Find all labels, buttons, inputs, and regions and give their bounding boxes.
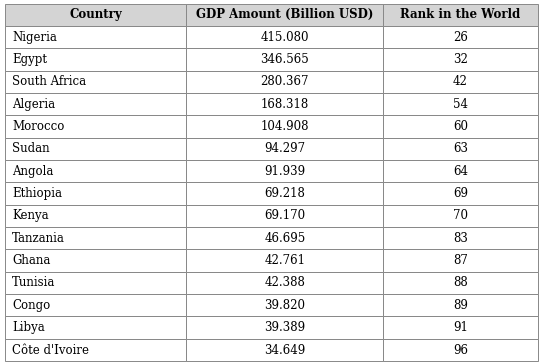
Bar bbox=[186, 26, 383, 48]
Bar bbox=[5, 272, 186, 294]
Bar bbox=[5, 339, 186, 361]
Bar bbox=[383, 205, 538, 227]
Bar bbox=[186, 227, 383, 249]
Text: 32: 32 bbox=[453, 53, 468, 66]
Text: 42.388: 42.388 bbox=[264, 277, 305, 289]
Bar bbox=[383, 4, 538, 26]
Bar bbox=[5, 294, 186, 317]
Bar bbox=[186, 249, 383, 272]
Text: 91.939: 91.939 bbox=[264, 165, 305, 178]
Bar bbox=[5, 71, 186, 93]
Bar bbox=[5, 205, 186, 227]
Bar bbox=[186, 115, 383, 138]
Bar bbox=[5, 4, 186, 26]
Bar bbox=[383, 160, 538, 182]
Bar bbox=[5, 93, 186, 115]
Bar bbox=[186, 4, 383, 26]
Text: 26: 26 bbox=[453, 30, 468, 44]
Text: 96: 96 bbox=[453, 343, 468, 356]
Text: 346.565: 346.565 bbox=[261, 53, 309, 66]
Text: 69.170: 69.170 bbox=[264, 209, 305, 223]
Text: 54: 54 bbox=[453, 98, 468, 111]
Bar bbox=[383, 71, 538, 93]
Bar bbox=[5, 182, 186, 205]
Text: Ghana: Ghana bbox=[12, 254, 50, 267]
Text: 87: 87 bbox=[453, 254, 468, 267]
Bar bbox=[5, 115, 186, 138]
Text: 42.761: 42.761 bbox=[264, 254, 305, 267]
Text: Kenya: Kenya bbox=[12, 209, 48, 223]
Bar bbox=[5, 317, 186, 339]
Bar bbox=[383, 48, 538, 71]
Bar bbox=[186, 138, 383, 160]
Text: 69: 69 bbox=[453, 187, 468, 200]
Text: GDP Amount (Billion USD): GDP Amount (Billion USD) bbox=[196, 8, 374, 21]
Text: 83: 83 bbox=[453, 232, 468, 245]
Text: 88: 88 bbox=[453, 277, 468, 289]
Bar bbox=[5, 138, 186, 160]
Bar bbox=[186, 71, 383, 93]
Text: Tanzania: Tanzania bbox=[12, 232, 65, 245]
Bar bbox=[186, 317, 383, 339]
Bar bbox=[186, 339, 383, 361]
Bar bbox=[186, 272, 383, 294]
Text: Nigeria: Nigeria bbox=[12, 30, 57, 44]
Text: Egypt: Egypt bbox=[12, 53, 47, 66]
Text: 39.820: 39.820 bbox=[264, 299, 305, 312]
Bar bbox=[186, 160, 383, 182]
Text: 60: 60 bbox=[453, 120, 468, 133]
Text: Rank in the World: Rank in the World bbox=[400, 8, 521, 21]
Bar bbox=[383, 138, 538, 160]
Bar bbox=[383, 294, 538, 317]
Text: 91: 91 bbox=[453, 321, 468, 334]
Bar bbox=[186, 93, 383, 115]
Text: Angola: Angola bbox=[12, 165, 53, 178]
Text: Morocco: Morocco bbox=[12, 120, 64, 133]
Text: Ethiopia: Ethiopia bbox=[12, 187, 62, 200]
Bar bbox=[5, 26, 186, 48]
Bar bbox=[186, 205, 383, 227]
Text: Congo: Congo bbox=[12, 299, 50, 312]
Text: 42: 42 bbox=[453, 76, 468, 88]
Text: South Africa: South Africa bbox=[12, 76, 86, 88]
Text: 69.218: 69.218 bbox=[264, 187, 305, 200]
Bar bbox=[5, 48, 186, 71]
Text: 104.908: 104.908 bbox=[261, 120, 309, 133]
Bar bbox=[383, 26, 538, 48]
Bar bbox=[186, 294, 383, 317]
Text: 70: 70 bbox=[453, 209, 468, 223]
Bar bbox=[5, 249, 186, 272]
Bar bbox=[383, 249, 538, 272]
Bar bbox=[383, 115, 538, 138]
Bar bbox=[186, 48, 383, 71]
Text: 63: 63 bbox=[453, 142, 468, 155]
Text: 89: 89 bbox=[453, 299, 468, 312]
Text: Côte d'Ivoire: Côte d'Ivoire bbox=[12, 343, 89, 356]
Bar bbox=[186, 182, 383, 205]
Text: 46.695: 46.695 bbox=[264, 232, 305, 245]
Text: Tunisia: Tunisia bbox=[12, 277, 55, 289]
Bar bbox=[5, 227, 186, 249]
Bar bbox=[383, 182, 538, 205]
Text: Libya: Libya bbox=[12, 321, 45, 334]
Text: 168.318: 168.318 bbox=[261, 98, 309, 111]
Bar bbox=[383, 272, 538, 294]
Bar bbox=[383, 317, 538, 339]
Text: 94.297: 94.297 bbox=[264, 142, 305, 155]
Text: 415.080: 415.080 bbox=[261, 30, 309, 44]
Text: Country: Country bbox=[70, 8, 122, 21]
Text: 34.649: 34.649 bbox=[264, 343, 305, 356]
Bar bbox=[383, 93, 538, 115]
Text: Algeria: Algeria bbox=[12, 98, 55, 111]
Bar bbox=[5, 160, 186, 182]
Text: 39.389: 39.389 bbox=[264, 321, 305, 334]
Bar bbox=[383, 339, 538, 361]
Text: 64: 64 bbox=[453, 165, 468, 178]
Text: 280.367: 280.367 bbox=[261, 76, 309, 88]
Text: Sudan: Sudan bbox=[12, 142, 49, 155]
Bar bbox=[383, 227, 538, 249]
